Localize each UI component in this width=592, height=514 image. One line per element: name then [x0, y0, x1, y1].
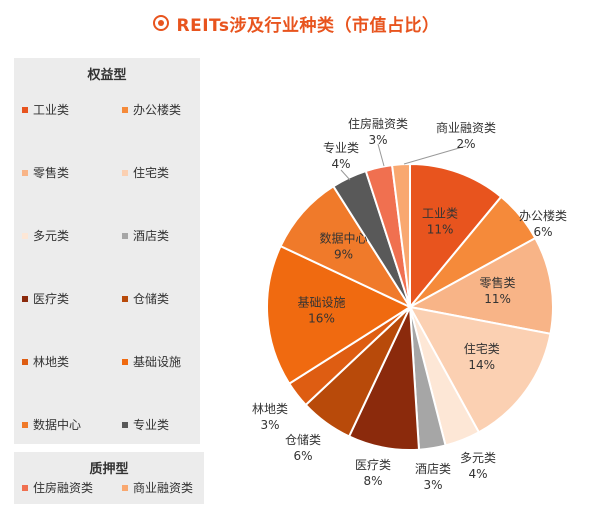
legend-swatch: [122, 484, 128, 491]
pie-slice: [279, 184, 413, 310]
slice-category-label: 医疗类: [355, 458, 391, 472]
legend-item: 商业融资类: [122, 479, 193, 496]
legend-label: 商业融资类: [133, 481, 194, 495]
legend-item: 多元类: [22, 227, 69, 244]
slice-percent-label: 4%: [468, 467, 487, 481]
legend-label: 林地类: [33, 355, 70, 369]
legend-label: 办公楼类: [133, 103, 182, 117]
slice-category-label: 零售类: [480, 275, 516, 290]
legend-equity-header: 权益型: [87, 68, 127, 83]
legend-swatch: [122, 232, 128, 239]
pie-slice: [390, 162, 411, 308]
slice-percent-label: 6%: [293, 449, 312, 463]
leader-line: [403, 145, 467, 165]
legend-swatch: [122, 421, 128, 428]
legend-swatch: [122, 295, 128, 302]
legend-item: 零售类: [22, 164, 69, 181]
legend-label: 基础设施: [133, 355, 182, 369]
legend-item: 基础设施: [122, 353, 181, 370]
legend-label: 多元类: [33, 229, 70, 243]
legend-label: 酒店类: [133, 229, 170, 243]
pie-slice: [408, 305, 552, 434]
legend-label: 数据中心: [33, 418, 82, 432]
legend-swatch: [122, 106, 128, 113]
slice-percent-label: 6%: [533, 225, 552, 239]
slice-category-label: 仓储类: [285, 432, 321, 447]
target-circle-icon: [152, 15, 169, 31]
legend-swatch: [22, 106, 28, 113]
legend-swatch: [22, 358, 28, 365]
slice-percent-label: 9%: [334, 247, 353, 261]
legend-item: 林地类: [22, 353, 69, 370]
legend-item: 数据中心: [22, 416, 81, 433]
pie-slice: [409, 162, 503, 310]
legend-swatch: [22, 169, 28, 176]
legend-item: 工业类: [22, 101, 69, 118]
legend-equity: 权益型 工业类 办公楼类零售类 住宅类多元类 酒店类医疗类 仓储类林地类 基础设施数据中心…: [14, 58, 200, 444]
legend-label: 住房融资类: [33, 481, 94, 495]
legend-item: 酒店类: [122, 227, 169, 244]
legend-label: 专业类: [133, 418, 170, 432]
legend-item: 专业类: [122, 416, 169, 433]
legend-swatch: [22, 484, 28, 491]
legend-item: 办公楼类: [122, 101, 181, 118]
slice-percent-label: 4%: [331, 157, 350, 171]
slice-category-label: 多元类: [460, 451, 496, 465]
legend-label: 零售类: [33, 166, 70, 180]
slice-percent-label: 3%: [423, 478, 442, 492]
slice-percent-label: 11%: [427, 223, 454, 237]
slice-percent-label: 11%: [484, 292, 511, 306]
legend-mortgage-header: 质押型: [89, 462, 129, 477]
chart-title-bar: REITs涉及行业种类（市值占比）: [0, 8, 592, 38]
slice-category-label: 住宅类: [464, 341, 500, 356]
slice-percent-label: 3%: [260, 418, 279, 432]
slice-category-label: 办公楼类: [519, 208, 567, 223]
slice-category-label: 酒店类: [415, 462, 451, 476]
legend-label: 仓储类: [133, 292, 170, 306]
pie-slice: [266, 244, 413, 386]
legend-swatch: [22, 421, 28, 428]
slice-category-label: 商业融资类: [436, 120, 496, 135]
slice-percent-label: 8%: [363, 474, 382, 488]
legend-swatch: [122, 358, 128, 365]
legend-label: 医疗类: [33, 292, 70, 306]
chart-title: REITs涉及行业种类（市值占比）: [176, 15, 440, 36]
slice-category-label: 住房融资类: [348, 116, 408, 131]
legend-swatch: [22, 295, 28, 302]
legend-swatch: [122, 169, 128, 176]
slice-category-label: 林地类: [252, 402, 288, 416]
slice-category-label: 基础设施: [298, 296, 346, 310]
slice-percent-label: 2%: [456, 137, 475, 151]
slice-category-label: 工业类: [422, 207, 458, 221]
leader-line: [377, 143, 385, 167]
slice-category-label: 专业类: [323, 140, 359, 155]
pie-slice: [407, 236, 554, 335]
slice-percent-label: 3%: [368, 133, 387, 147]
legend-item: 医疗类: [22, 290, 69, 307]
legend-swatch: [22, 232, 28, 239]
slice-category-label: 数据中心: [319, 230, 367, 245]
leader-line: [340, 169, 351, 181]
legend-item: 住宅类: [122, 164, 169, 181]
slice-percent-label: 14%: [468, 358, 495, 372]
legend-item: 住房融资类: [22, 479, 93, 496]
legend-label: 住宅类: [133, 166, 170, 180]
legend-item: 仓储类: [122, 290, 169, 307]
legend-label: 工业类: [33, 103, 70, 117]
slice-percent-label: 16%: [308, 312, 335, 326]
legend-mortgage: 质押型 住房融资类 商业融资类: [14, 452, 204, 504]
